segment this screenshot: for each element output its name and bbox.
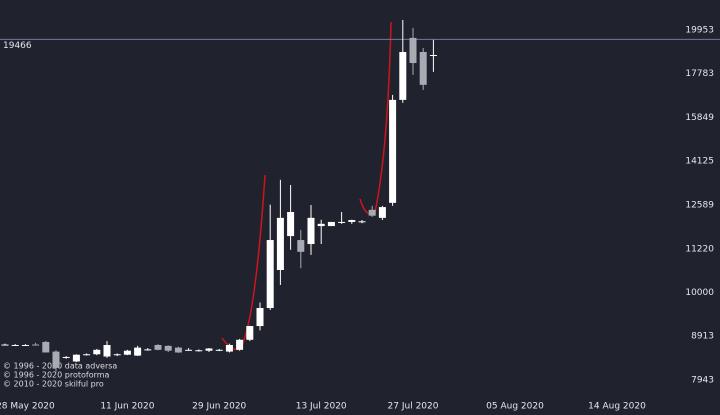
candle-body: [256, 308, 264, 327]
candle-body: [236, 339, 244, 350]
candle-body: [389, 99, 397, 203]
candle-body: [154, 344, 162, 350]
y-tick-label: 12589: [685, 200, 714, 210]
candle-body: [11, 344, 19, 346]
trend-annotation: [359, 21, 392, 215]
candle-body: [52, 351, 60, 368]
candle-body: [266, 240, 274, 309]
candle-body: [246, 326, 254, 340]
y-tick-label: 19953: [685, 25, 714, 35]
candle-body: [225, 344, 233, 352]
candle-body: [276, 217, 284, 270]
candle-body: [1, 344, 9, 346]
candle-body: [144, 349, 152, 351]
candle-body: [419, 51, 427, 85]
candle-body: [215, 349, 223, 351]
candle-body: [21, 344, 29, 346]
candle-body: [93, 349, 101, 355]
copyright-note: © 2010 - 2020 skilful pro: [3, 380, 104, 389]
candle-body: [327, 221, 335, 227]
candle-body: [164, 345, 172, 351]
candle-body: [399, 51, 407, 100]
candle-body: [62, 356, 70, 358]
candle-body: [429, 55, 437, 57]
candle-body: [338, 221, 346, 223]
candle-body: [174, 347, 182, 353]
y-tick-label: 14125: [685, 157, 714, 167]
y-tick-label: 10000: [685, 288, 714, 298]
candle-body: [348, 220, 356, 222]
candle-body: [113, 354, 121, 356]
x-tick-label: 28 May 2020: [0, 402, 55, 412]
candle-body: [409, 37, 417, 64]
candle-body: [103, 344, 111, 357]
candle-body: [72, 354, 80, 362]
x-tick-label: 11 Jun 2020: [100, 402, 154, 412]
copyright-note: © 1996 - 2020 data adversa: [3, 362, 117, 371]
x-tick-label: 27 Jul 2020: [388, 402, 439, 412]
y-tick-label: 15849: [685, 113, 714, 123]
y-tick-label: 11220: [685, 244, 714, 254]
last-price-label: 19466: [3, 41, 32, 51]
candle-body: [123, 350, 131, 355]
x-tick-label: 29 Jun 2020: [192, 402, 246, 412]
candle-body: [358, 221, 366, 223]
candle-body: [205, 348, 213, 351]
candle-body: [83, 354, 91, 356]
x-tick-label: 14 Aug 2020: [588, 402, 646, 412]
y-tick-label: 17783: [685, 69, 714, 79]
candle-body: [185, 349, 193, 351]
candle-body: [42, 341, 50, 353]
candle-body: [195, 350, 203, 352]
candle-body: [378, 207, 386, 218]
candle-body: [297, 240, 305, 252]
x-tick-label: 13 Jul 2020: [296, 402, 347, 412]
copyright-notes: © 1996 - 2020 data adversa © 1996 - 2020…: [3, 362, 117, 389]
candle-body: [287, 211, 295, 237]
candle-body: [368, 209, 376, 216]
copyright-note: © 1996 - 2020 protoforma: [3, 371, 110, 380]
candle-body: [317, 223, 325, 227]
candle-body: [32, 344, 40, 346]
candle-body: [307, 217, 315, 245]
y-tick-label: 8913: [691, 332, 714, 342]
candle-body: [134, 347, 142, 356]
y-tick-label: 7943: [691, 376, 714, 386]
x-tick-label: 05 Aug 2020: [486, 402, 544, 412]
